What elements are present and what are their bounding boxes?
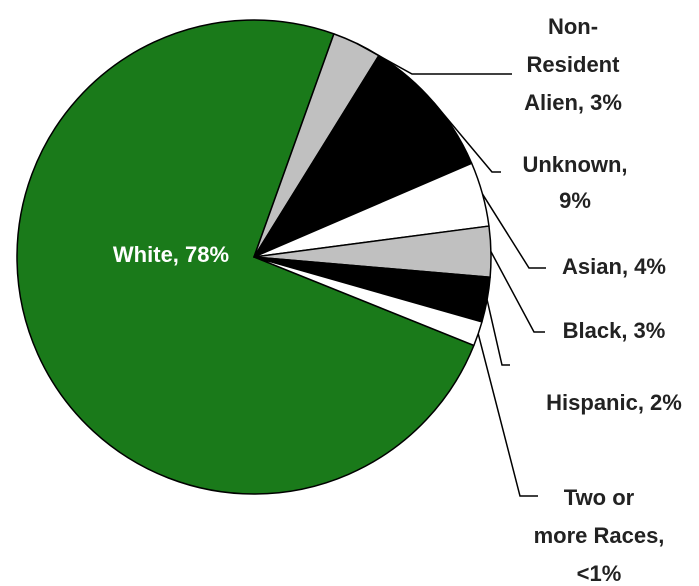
pie-slices <box>16 19 492 495</box>
slice-label-asian: Asian, 4% <box>562 254 666 279</box>
slice-label-black: Black, 3% <box>563 318 666 343</box>
slice-label-non-resident-alien: Non-Resident Alien, 3% <box>524 14 622 115</box>
slice-label-white: White, 78% <box>113 242 229 267</box>
leader-line-unknown <box>433 101 501 173</box>
slice-label-hispanic: Hispanic, 2% <box>546 390 682 415</box>
slice-label-unknown: Unknown, 9% <box>522 152 627 213</box>
pie-slice-two-or-more-races <box>253 256 483 347</box>
leader-line-hispanic <box>486 299 510 366</box>
slice-labels: White, 78% Non-Resident Alien, 3% Unknown, 9… <box>113 14 682 586</box>
leader-line-black <box>490 251 545 333</box>
leader-lines <box>356 42 546 497</box>
leader-line-asian <box>481 193 546 269</box>
pie-slice-white <box>16 19 475 495</box>
leader-line-non-resident-alien <box>356 42 512 75</box>
leader-line-two-or-more-races <box>477 333 538 497</box>
slice-label-two-or-more-races: Two or more Races, <1% <box>534 485 665 586</box>
